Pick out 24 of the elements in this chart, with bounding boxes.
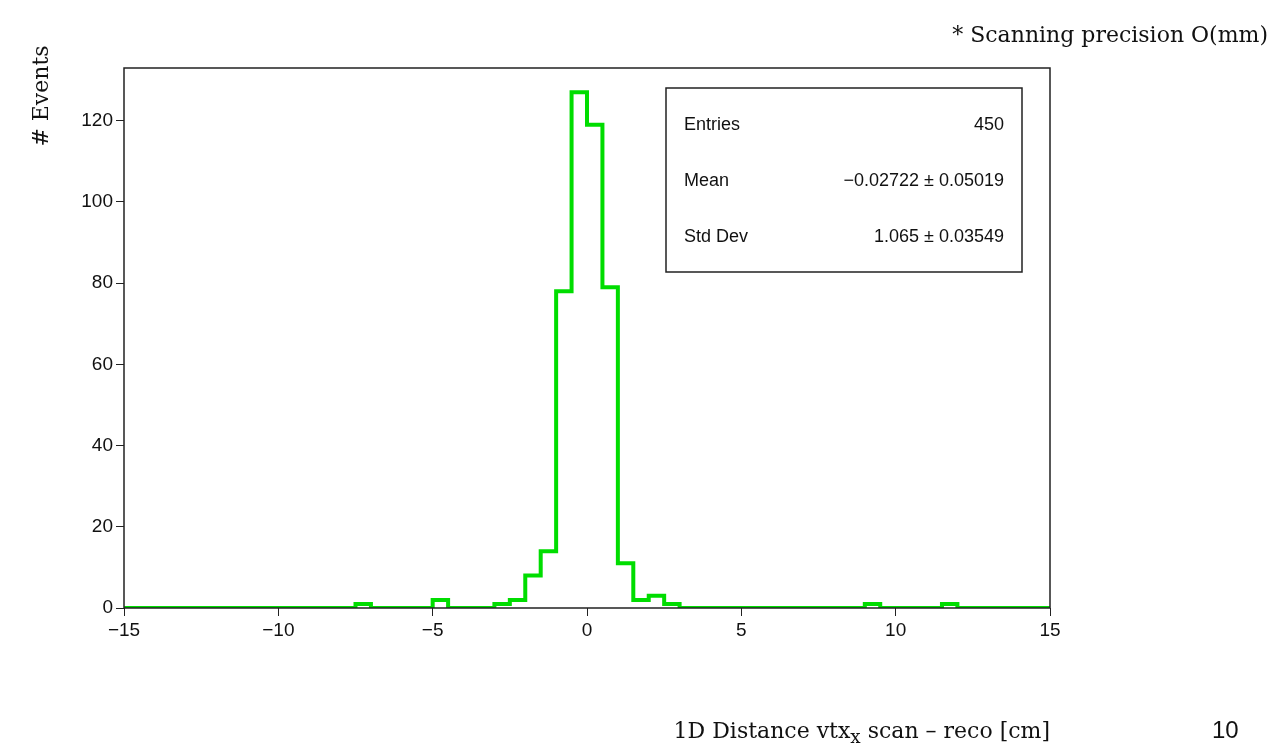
x-tick-label: 10 bbox=[885, 618, 907, 640]
y-tick-label: 100 bbox=[81, 190, 113, 212]
y-tick-label: 120 bbox=[81, 109, 113, 131]
x-axis-title: 1D Distance vtx$_{x}$ scan – reco [cm] bbox=[672, 718, 1050, 748]
y-tick-label: 80 bbox=[91, 271, 113, 293]
y-axis-title: # Events bbox=[27, 45, 53, 147]
y-tick-label: 20 bbox=[91, 515, 113, 537]
annotation: Mean bbox=[684, 169, 730, 190]
text: 10 bbox=[1212, 716, 1239, 744]
text: * Scanning precision O(mm) bbox=[952, 22, 1268, 47]
y-tick-label: 0 bbox=[102, 596, 113, 618]
annotation: Entries bbox=[684, 113, 741, 134]
x-tick-label: −5 bbox=[421, 618, 444, 640]
y-tick-label: 40 bbox=[91, 433, 113, 455]
x-tick-label: −15 bbox=[107, 618, 141, 640]
x-tick-label: −10 bbox=[262, 618, 295, 640]
annotation: Std Dev bbox=[684, 225, 749, 246]
y-tick-label: 60 bbox=[91, 352, 113, 374]
annotation: −0.02722 ± 0.05019 bbox=[843, 169, 1004, 190]
annotation: 450 bbox=[973, 113, 1004, 134]
x-tick-label: 5 bbox=[736, 618, 747, 640]
annotation: 1.065 ± 0.03549 bbox=[874, 225, 1004, 246]
x-tick-label: 0 bbox=[581, 618, 593, 640]
x-tick-label: 15 bbox=[1039, 618, 1061, 640]
